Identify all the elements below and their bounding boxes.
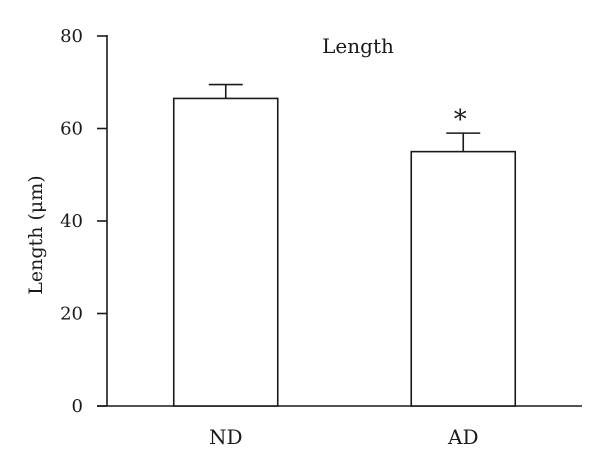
bars: * xyxy=(172,83,517,407)
y-tick-label: 20 xyxy=(60,304,83,325)
x-tick-labels: ND AD xyxy=(209,425,479,449)
x-tick-label: AD xyxy=(447,425,478,449)
y-tick-label: 80 xyxy=(60,26,83,47)
y-ticks: 0 20 40 60 80 xyxy=(60,26,107,417)
chart-title: Length xyxy=(322,34,394,58)
y-axis-label: Length (μm) xyxy=(25,175,47,294)
bar-nd xyxy=(172,97,279,407)
significance-marker: * xyxy=(454,105,467,135)
y-tick-label: 60 xyxy=(60,119,83,140)
y-tick-label: 40 xyxy=(60,211,83,232)
x-tick-label: ND xyxy=(209,425,243,449)
bar-ad xyxy=(410,150,517,407)
y-tick-label: 0 xyxy=(72,396,83,417)
